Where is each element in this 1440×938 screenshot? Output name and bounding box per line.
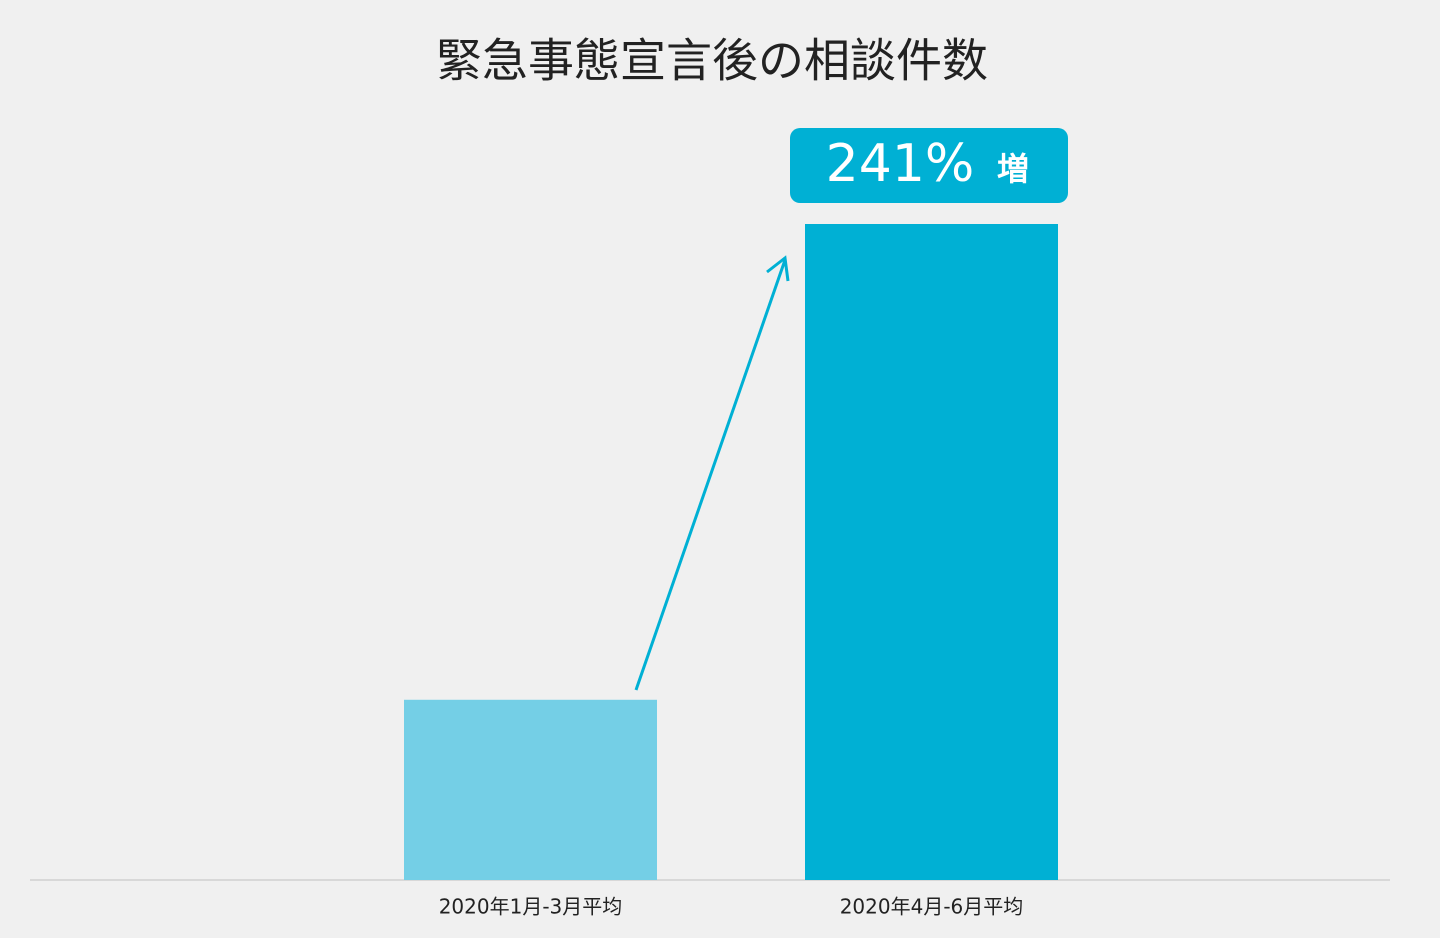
bar — [404, 699, 657, 880]
annotation: 241% — [826, 134, 975, 194]
arrow — [634, 255, 790, 691]
annotation-box — [790, 128, 1068, 203]
x-tick-label: 2020年4月-6月平均 — [840, 895, 1024, 919]
chart-title: 緊急事態宣言後の相談件数 — [436, 34, 988, 88]
bar — [805, 224, 1058, 880]
annotation-suffix: 増 — [997, 150, 1029, 188]
x-tick-label: 2020年1月-3月平均 — [439, 895, 623, 919]
